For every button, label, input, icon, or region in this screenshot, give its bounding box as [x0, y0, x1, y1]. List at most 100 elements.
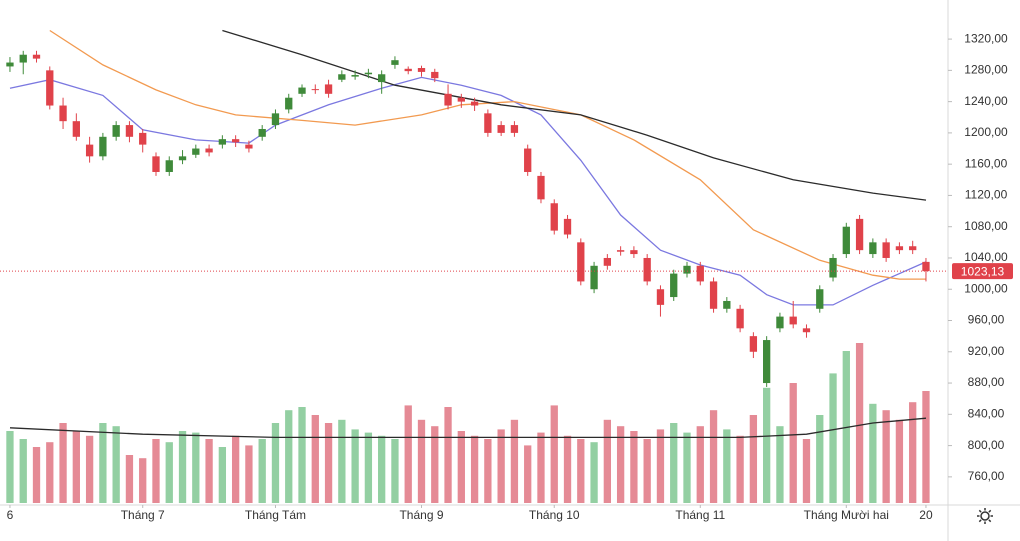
volume-bar — [882, 410, 890, 503]
candle-body — [484, 113, 492, 133]
candle-body — [404, 68, 412, 72]
candle-body — [922, 261, 930, 272]
gear-center — [980, 511, 990, 521]
volume-bar — [922, 391, 930, 503]
candle-body — [829, 257, 837, 278]
volume-bar — [603, 419, 612, 503]
volume-bar — [643, 439, 651, 503]
volume-bar — [749, 415, 758, 503]
volume-bar — [709, 410, 718, 503]
volume-bar — [630, 431, 638, 503]
volume-bar — [763, 387, 771, 503]
volume-bar — [338, 419, 346, 503]
candle-body — [723, 300, 731, 309]
volume-bar — [285, 410, 293, 503]
candle-body — [616, 250, 625, 252]
candle-body — [351, 75, 359, 77]
volume-bar — [524, 445, 532, 503]
candle-body — [603, 257, 612, 266]
candle-body — [258, 128, 266, 137]
candle-body — [417, 68, 426, 72]
volume-bar — [417, 419, 426, 503]
candle-body — [338, 74, 346, 80]
last-price-box — [952, 263, 1013, 280]
x-tick-label: Tháng 9 — [399, 508, 443, 522]
candle-body — [165, 160, 173, 172]
volume-bar — [311, 415, 319, 503]
candle-body — [882, 242, 890, 258]
volume-bar — [829, 373, 837, 503]
volume-bar — [59, 423, 67, 503]
volume-bar — [470, 435, 479, 503]
candle-body — [524, 148, 532, 172]
candle-body — [112, 125, 120, 137]
candle-body — [749, 336, 758, 352]
volume-bar — [816, 415, 824, 503]
volume-bar — [351, 429, 359, 503]
moving-average-line — [222, 29, 927, 201]
candle-body — [59, 105, 67, 122]
y-tick-label: 1000,00 — [964, 281, 1008, 295]
candle-body — [630, 250, 638, 255]
volume-bar — [855, 343, 864, 503]
volume-bar — [869, 403, 877, 503]
candle-layer — [6, 50, 930, 387]
y-tick-label: 1040,00 — [964, 250, 1008, 264]
candle-body — [152, 156, 160, 172]
moving-average-line — [49, 29, 926, 280]
volume-bar — [112, 426, 120, 503]
y-tick-label: 960,00 — [968, 313, 1005, 327]
volume-bar — [205, 439, 213, 503]
volume-bar — [895, 419, 904, 503]
candle-body — [218, 139, 227, 145]
candle-body — [457, 97, 465, 102]
volume-bar — [324, 423, 333, 503]
candle-body — [85, 144, 94, 157]
volume-bar — [696, 426, 704, 503]
candle-body — [577, 242, 585, 282]
settings-button[interactable] — [977, 508, 993, 524]
y-tick-label: 1320,00 — [964, 31, 1008, 45]
candle-body — [431, 71, 439, 79]
candle-body — [855, 218, 864, 251]
volume-bar — [537, 432, 545, 503]
candle-body — [245, 144, 253, 149]
candle-body — [125, 125, 134, 137]
volume-bar — [378, 435, 386, 503]
candle-body — [324, 84, 333, 94]
volume-bar — [577, 439, 585, 503]
candle-body — [670, 273, 678, 298]
x-tick-label: Tháng 10 — [529, 508, 580, 522]
volume-bar — [125, 455, 134, 503]
candle-body — [391, 60, 399, 65]
volume-bar — [497, 429, 505, 503]
volume-bar — [152, 439, 160, 503]
y-tick-label: 760,00 — [968, 469, 1005, 483]
volume-bar — [245, 445, 253, 503]
x-tick-label: Tháng Mười hai — [804, 508, 889, 522]
y-tick-label: 1200,00 — [964, 125, 1008, 139]
volume-bar — [391, 439, 399, 503]
candle-body — [537, 175, 545, 200]
volume-bar — [656, 429, 665, 503]
candle-body — [842, 226, 850, 255]
volume-bar — [178, 431, 187, 503]
candle-body — [19, 54, 27, 63]
volume-layer — [6, 343, 930, 503]
candle-body — [550, 203, 558, 231]
y-tick-label: 1240,00 — [964, 94, 1008, 108]
y-tick-label: 880,00 — [968, 375, 1005, 389]
x-tick-label: 20 — [919, 508, 933, 522]
candle-body — [590, 265, 598, 290]
volume-bar — [85, 435, 94, 503]
volume-bar — [46, 442, 54, 503]
candle-body — [789, 316, 797, 325]
candle-body — [869, 242, 877, 255]
volume-bar — [139, 458, 147, 503]
volume-bar — [670, 423, 678, 503]
volume-bar — [909, 402, 917, 503]
candle-body — [285, 97, 293, 110]
candle-body — [298, 87, 306, 94]
